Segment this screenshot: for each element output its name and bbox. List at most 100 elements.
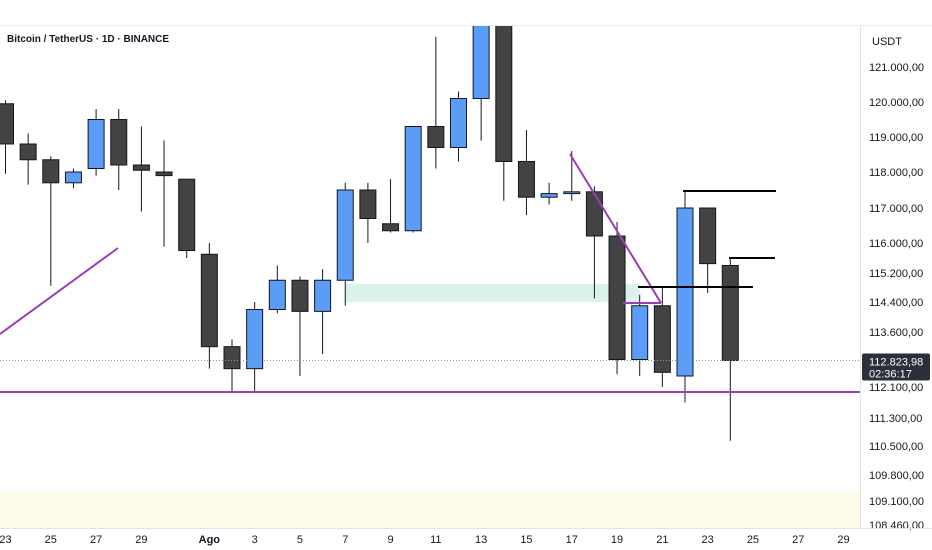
- bear-candle-body: [291, 279, 309, 312]
- time-tick-label: 15: [520, 534, 532, 546]
- bull-candle-body: [246, 309, 264, 370]
- candle: [87, 109, 105, 176]
- candle: [132, 126, 150, 212]
- bar-countdown: 02:36:17: [869, 368, 912, 380]
- time-tick-label: 5: [297, 534, 303, 546]
- bear-candle-body: [585, 191, 603, 237]
- time-tick-label: 19: [611, 534, 623, 546]
- bull-candle-body: [450, 98, 467, 148]
- candle: [42, 156, 60, 286]
- price-tick-label: 114.400,00: [869, 297, 923, 309]
- candle: [359, 182, 377, 243]
- price-tick-label: 109.800,00: [869, 470, 924, 482]
- bull-candle-body: [314, 279, 332, 312]
- bull-candle-body: [268, 279, 286, 310]
- bull-candle-body: [87, 119, 105, 169]
- price-tick-label: 112.100,00: [869, 382, 923, 394]
- candle: [676, 190, 694, 403]
- candle: [178, 178, 196, 258]
- bull-candle-body: [64, 171, 82, 184]
- bear-candle-body: [0, 103, 14, 145]
- time-tick-label: 3: [252, 534, 258, 546]
- time-tick-label: 27: [792, 534, 804, 546]
- symbol-title: Bitcoin / TetherUS · 1D · BINANCE: [7, 34, 170, 45]
- time-tick-label: 23: [0, 534, 12, 546]
- candle: [110, 109, 128, 190]
- bottom-highlight-band: [0, 492, 860, 528]
- time-tick-label: 17: [566, 534, 578, 546]
- candle: [382, 179, 400, 233]
- price-tick-label: 110.500,00: [869, 441, 923, 453]
- bear-candle-body: [178, 178, 196, 251]
- candle: [517, 130, 535, 215]
- bear-candle-body: [517, 161, 535, 198]
- price-tick-label: 121.000,00: [869, 62, 924, 74]
- current-price-value: 112.823,98: [869, 356, 923, 368]
- candle: [540, 182, 558, 205]
- bear-candle-body: [132, 164, 150, 171]
- time-tick-label: 27: [90, 534, 102, 546]
- currency-unit: USDT: [872, 36, 902, 48]
- bear-candle-body: [495, 26, 513, 163]
- candle: [472, 26, 490, 141]
- current-price-badge: [862, 353, 930, 381]
- bull-candle-body: [336, 189, 354, 281]
- price-tick-label: 108.460,00: [869, 520, 924, 532]
- time-tick-label: 29: [837, 534, 849, 546]
- bear-candle-body: [155, 171, 173, 177]
- candle: [336, 182, 354, 306]
- bear-candle-body: [42, 159, 60, 184]
- time-tick-label: 23: [702, 534, 714, 546]
- bull-candle-body: [676, 207, 694, 377]
- demand-zone: [345, 283, 640, 302]
- price-tick-label: 118.000,00: [869, 167, 923, 179]
- bear-candle-body: [200, 253, 218, 348]
- price-tick-label: 120.000,00: [869, 97, 924, 109]
- time-tick-label: 21: [656, 534, 668, 546]
- candle: [155, 140, 173, 247]
- bull-candle-body: [563, 191, 581, 195]
- time-tick-label: 9: [387, 534, 393, 546]
- time-tick-label: 13: [475, 534, 487, 546]
- price-tick-label: 109.100,00: [869, 496, 924, 508]
- candle: [608, 222, 626, 375]
- price-tick-label: 111.300,00: [869, 413, 922, 425]
- candle: [0, 100, 14, 174]
- candles-layer: [0, 26, 739, 441]
- price-scale: 121.000,00 120.000,00 119.000,00 118.000,00…: [860, 26, 932, 532]
- bear-candle-body: [699, 207, 717, 265]
- candle: [585, 186, 603, 299]
- price-tick-label: 117.000,00: [869, 203, 923, 215]
- bear-candle-body: [382, 223, 400, 232]
- candle: [19, 133, 37, 185]
- candle: [223, 339, 241, 391]
- bull-candle-body: [540, 193, 558, 198]
- descending-trendline: [569, 153, 662, 304]
- time-scale: 23 25 27 29 Ago 3 5 7 9 11 13 15 17 19 21 23 25 27 29: [0, 528, 932, 546]
- zones-layer: [0, 283, 860, 528]
- candle: [450, 91, 467, 162]
- bear-candle-body: [359, 189, 377, 219]
- price-tick-label: 119.000,00: [869, 132, 923, 144]
- bear-candle-body: [110, 119, 128, 166]
- top-toolbar: [0, 0, 932, 26]
- candle: [291, 276, 309, 376]
- bear-candle-body: [721, 265, 739, 361]
- time-tick-label: 25: [747, 534, 759, 546]
- candle: [268, 265, 286, 314]
- candle: [699, 207, 717, 293]
- bear-candle-body: [653, 305, 671, 373]
- bear-candle-body: [19, 143, 37, 161]
- time-tick-label: 7: [342, 534, 348, 546]
- drawings-layer: [0, 153, 860, 393]
- candle: [653, 287, 671, 387]
- candle: [404, 126, 422, 233]
- candle: [427, 36, 445, 169]
- bear-candle-body: [427, 126, 445, 148]
- bull-candle-body: [631, 305, 649, 360]
- time-tick-label: 29: [135, 534, 147, 546]
- price-scale-background: [860, 26, 932, 528]
- time-tick-label: Ago: [199, 534, 221, 546]
